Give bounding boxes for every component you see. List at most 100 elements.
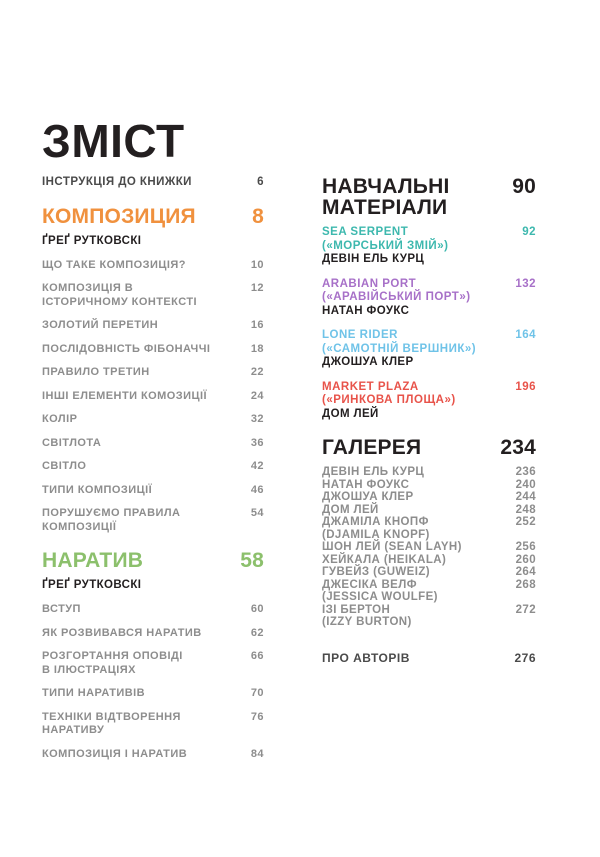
toc-entry-page: 60 — [250, 603, 264, 615]
toc-entry[interactable]: ЯК РОЗВИВАВСЯ НАРАТИВ 62 — [42, 627, 264, 641]
toc-entry[interactable]: КОЛІР 32 — [42, 413, 264, 427]
gallery-entry-page: 260 — [515, 553, 536, 566]
artwork-author: ДОМ ЛЕЙ — [322, 407, 379, 420]
toc-entry-page: 36 — [250, 436, 264, 449]
artwork-title: SEA SERPENT («МОРСЬКИЙ ЗМІЙ») — [322, 226, 449, 252]
artwork-page: 132 — [515, 277, 536, 290]
toc-entry-label: СВІТЛОТА — [42, 436, 102, 449]
toc-entry-page: 276 — [514, 650, 536, 665]
toc-entry-label: ПРАВИЛО ТРЕТИН — [42, 366, 150, 378]
artwork-page: 196 — [515, 380, 536, 393]
artwork-list: SEA SERPENT («МОРСЬКИЙ ЗМІЙ») 92 ДЕВІН ЕЛЬ … — [322, 226, 536, 421]
narrative-item-list: ВСТУП 60 ЯК РОЗВИВАВСЯ НАРАТИВ 62 РОЗГОРТАНН… — [42, 603, 264, 761]
section-heading-gallery[interactable]: ГАЛЕРЕЯ 234 — [322, 437, 536, 458]
artwork-author: ДЖОШУА КЛЕР — [322, 356, 414, 368]
toc-entry-page: 70 — [250, 687, 264, 699]
toc-entry[interactable]: ІНШІ ЕЛЕМЕНТИ КОМОЗИЦІЇ 24 — [42, 390, 264, 404]
gallery-entry-page: 240 — [515, 478, 536, 491]
toc-entry-label: ВСТУП — [42, 603, 81, 615]
toc-entry-page: 24 — [250, 389, 264, 402]
gallery-entry-label: ІЗІ БЕРТОН (IZZY BURTON) — [322, 603, 412, 629]
artwork-entry[interactable]: ARABIAN PORT («АРАВІЙСЬКИЙ ПОРТ») 132 НАТАН… — [322, 278, 536, 319]
toc-entry-label: ЯК РОЗВИВАВСЯ НАРАТИВ — [42, 626, 202, 639]
artwork-entry[interactable]: LONE RIDER («САМОТНІЙ ВЕРШНИК») 164 ДЖОШУА … — [322, 329, 536, 370]
section-heading-materials[interactable]: НАВЧАЛЬНІ МАТЕРІАЛИ 90 — [322, 176, 536, 218]
gallery-entry[interactable]: ДЖЕСІКА ВЕЛФ (JESSICA WOULFE) 268 — [322, 579, 536, 604]
toc-entry[interactable]: ТИПИ КОМПОЗИЦІЇ 46 — [42, 484, 264, 498]
gallery-entry[interactable]: ДЖОШУА КЛЕР 244 — [322, 491, 536, 504]
gallery-entry-page: 268 — [515, 578, 536, 591]
section-page: 90 — [512, 175, 536, 198]
toc-entry[interactable]: КОМПОЗИЦІЯ В ІСТОРИЧНОМУ КОНТЕКСТІ 12 — [42, 282, 264, 309]
toc-entry-label: ТИПИ НАРАТИВІВ — [42, 687, 146, 699]
artwork-entry[interactable]: MARKET PLAZA («РИНКОВА ПЛОЩА») 196 ДОМ ЛЕЙ — [322, 381, 536, 422]
toc-entry[interactable]: ПОРУШУЄМО ПРАВИЛА КОМПОЗИЦІЇ 54 — [42, 507, 264, 534]
toc-entry-label: ПОРУШУЄМО ПРАВИЛА КОМПОЗИЦІЇ — [42, 507, 181, 533]
artwork-title: LONE RIDER («САМОТНІЙ ВЕРШНИК») — [322, 329, 477, 355]
artwork-page: 92 — [522, 226, 536, 238]
section-page: 234 — [500, 436, 536, 459]
section-page: 58 — [240, 549, 264, 572]
toc-entry-page: 32 — [250, 413, 264, 425]
toc-entry[interactable]: ПОСЛІДОВНІСТЬ ФІБОНАЧЧІ 18 — [42, 343, 264, 357]
toc-entry[interactable]: ТЕХНІКИ ВІДТВОРЕННЯ НАРАТИВУ 76 — [42, 711, 264, 738]
toc-entry-label: СВІТЛО — [42, 460, 87, 472]
gallery-entry-page: 252 — [515, 516, 536, 528]
gallery-entry-page: 244 — [515, 491, 536, 503]
gallery-entry[interactable]: ГУВЕЙЗ (GUWEIZ) 264 — [322, 566, 536, 579]
toc-entry[interactable]: СВІТЛОТА 36 — [42, 437, 264, 451]
toc-entry[interactable]: ПРАВИЛО ТРЕТИН 22 — [42, 366, 264, 380]
toc-entry-label: ЗОЛОТИЙ ПЕРЕТИН — [42, 319, 159, 331]
section-heading-narrative[interactable]: НАРАТИВ 58 — [42, 550, 264, 571]
section-title: НАВЧАЛЬНІ МАТЕРІАЛИ — [322, 175, 450, 219]
toc-entry-label: ТИПИ КОМПОЗИЦІЇ — [42, 483, 153, 496]
toc-entry-label: РОЗГОРТАННЯ ОПОВІДІ В ІЛЮСТРАЦІЯХ — [42, 650, 183, 676]
gallery-entry[interactable]: ШОН ЛЕЙ (SEAN LAYH) 256 — [322, 541, 536, 554]
section-title: НАРАТИВ — [42, 549, 144, 572]
toc-entry[interactable]: РОЗГОРТАННЯ ОПОВІДІ В ІЛЮСТРАЦІЯХ 66 — [42, 650, 264, 677]
artwork-title: MARKET PLAZA («РИНКОВА ПЛОЩА») — [322, 380, 456, 407]
toc-entry-label: КОМПОЗИЦІЯ І НАРАТИВ — [42, 747, 188, 760]
toc-entry[interactable]: КОМПОЗИЦІЯ І НАРАТИВ 84 — [42, 748, 264, 762]
left-column: ІНСТРУКЦІЯ ДО КНИЖКИ 6 КОМПОЗИЦИЯ 8 ҐРЕҐ… — [42, 176, 264, 771]
section-author-composition: ҐРЕҐ РУТКОВСКІ — [42, 234, 142, 247]
toc-entry[interactable]: ЩО ТАКЕ КОМПОЗИЦІЯ? 10 — [42, 259, 264, 273]
toc-entry-label: ПОСЛІДОВНІСТЬ ФІБОНАЧЧІ — [42, 342, 211, 355]
toc-entry-intro[interactable]: ІНСТРУКЦІЯ ДО КНИЖКИ 6 — [42, 176, 264, 190]
gallery-entry[interactable]: ХЕЙКАЛА (HEIKALA) 260 — [322, 554, 536, 567]
gallery-entry-page: 272 — [515, 603, 536, 616]
toc-entry[interactable]: ТИПИ НАРАТИВІВ 70 — [42, 687, 264, 701]
toc-entry-about-authors[interactable]: ПРО АВТОРІВ 276 — [322, 651, 536, 665]
gallery-entry-page: 256 — [515, 541, 536, 553]
toc-entry-page: 6 — [257, 176, 264, 188]
gallery-entry-label: ДОМ ЛЕЙ — [322, 503, 379, 516]
toc-entry-page: 22 — [250, 366, 264, 378]
toc-entry-label: ТЕХНІКИ ВІДТВОРЕННЯ НАРАТИВУ — [42, 710, 181, 737]
artwork-author: НАТАН ФОУКС — [322, 304, 410, 317]
right-column: НАВЧАЛЬНІ МАТЕРІАЛИ 90 SEA SERPENT («МОРСЬ… — [322, 176, 536, 665]
artwork-title: ARABIAN PORT («АРАВІЙСЬКИЙ ПОРТ») — [322, 277, 471, 304]
toc-entry-page: 42 — [250, 460, 264, 472]
toc-entry-page: 84 — [250, 747, 264, 760]
toc-entry[interactable]: ЗОЛОТИЙ ПЕРЕТИН 16 — [42, 319, 264, 333]
section-heading-composition[interactable]: КОМПОЗИЦИЯ 8 — [42, 206, 264, 227]
toc-entry[interactable]: ВСТУП 60 — [42, 603, 264, 617]
composition-item-list: ЩО ТАКЕ КОМПОЗИЦІЯ? 10 КОМПОЗИЦІЯ В ІСТОРИЧ… — [42, 259, 264, 535]
gallery-entry-label: ДЖОШУА КЛЕР — [322, 491, 414, 503]
toc-entry[interactable]: СВІТЛО 42 — [42, 460, 264, 474]
gallery-entry[interactable]: ІЗІ БЕРТОН (IZZY BURTON) 272 — [322, 604, 536, 629]
gallery-entry-label: ШОН ЛЕЙ (SEAN LAYH) — [322, 541, 462, 553]
gallery-entry-label: ДЖЕСІКА ВЕЛФ (JESSICA WOULFE) — [322, 578, 438, 604]
toc-entry-page: 62 — [250, 626, 264, 639]
gallery-entry[interactable]: НАТАН ФОУКС 240 — [322, 479, 536, 492]
gallery-entry[interactable]: ДЕВІН ЕЛЬ КУРЦ 236 — [322, 466, 536, 479]
toc-entry-label: ІНШІ ЕЛЕМЕНТИ КОМОЗИЦІЇ — [42, 389, 207, 402]
gallery-entry[interactable]: ДЖАМІЛА КНОПФ (DJAMILA KNOPF) 252 — [322, 516, 536, 541]
artwork-entry[interactable]: SEA SERPENT («МОРСЬКИЙ ЗМІЙ») 92 ДЕВІН ЕЛЬ … — [322, 226, 536, 267]
section-title: КОМПОЗИЦИЯ — [42, 204, 196, 228]
gallery-entry-label: ГУВЕЙЗ (GUWEIZ) — [322, 566, 430, 578]
gallery-entry-page: 264 — [515, 566, 536, 578]
gallery-entry-page: 248 — [515, 503, 536, 516]
gallery-entry[interactable]: ДОМ ЛЕЙ 248 — [322, 504, 536, 517]
